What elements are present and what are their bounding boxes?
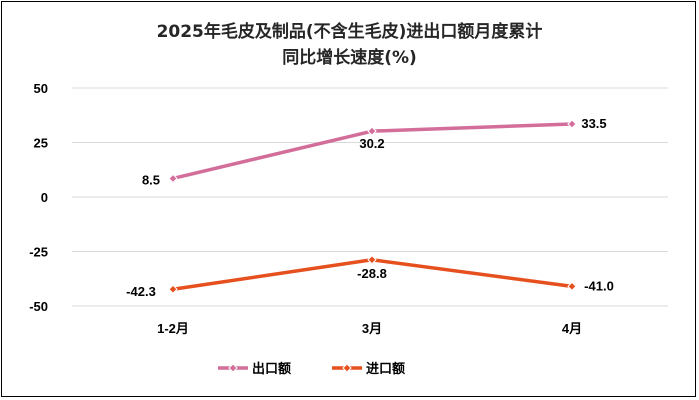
x-tick-label: 4月 — [562, 321, 582, 336]
data-point-marker — [168, 284, 178, 294]
legend-label: 出口额 — [252, 361, 291, 377]
legend-item: 进口额 — [332, 361, 405, 377]
data-label: -41.0 — [584, 278, 614, 293]
data-point-marker — [367, 255, 377, 265]
y-tick-label: -25 — [29, 245, 48, 260]
legend: 出口额 进口额 — [218, 361, 405, 377]
x-tick-label: 1-2月 — [157, 321, 189, 336]
y-tick-label: 0 — [41, 190, 48, 205]
legend-swatch-marker — [342, 363, 352, 373]
y-axis-ticks: 50 25 0 -25 -50 — [29, 81, 48, 314]
legend-label: 进口额 — [366, 361, 405, 377]
legend-swatch-marker — [228, 363, 238, 373]
data-point-marker — [567, 281, 577, 292]
y-tick-label: 25 — [34, 136, 48, 151]
data-label: 8.5 — [142, 172, 160, 187]
data-label: 30.2 — [359, 136, 384, 151]
gridlines — [72, 87, 668, 307]
data-point-marker — [367, 126, 377, 136]
y-tick-label: 50 — [34, 81, 48, 96]
data-label: 33.5 — [581, 116, 606, 131]
x-tick-label: 3月 — [362, 321, 382, 336]
data-labels: 8.5 30.2 33.5 -42.3 -28.8 -41.0 — [126, 116, 614, 299]
data-label: -42.3 — [126, 284, 156, 299]
x-axis-ticks: 1-2月 3月 4月 — [157, 321, 582, 336]
series — [168, 119, 577, 294]
data-point-marker — [567, 119, 577, 129]
legend-item: 出口额 — [218, 361, 291, 377]
data-point-marker — [168, 173, 178, 184]
chart-title-line-1: 2025年毛皮及制品(不含生毛皮)进出口额月度累计 — [157, 21, 543, 42]
chart-title-line-2: 同比增长速度(%) — [282, 47, 417, 68]
y-tick-label: -50 — [29, 299, 48, 314]
data-label: -28.8 — [357, 266, 387, 281]
